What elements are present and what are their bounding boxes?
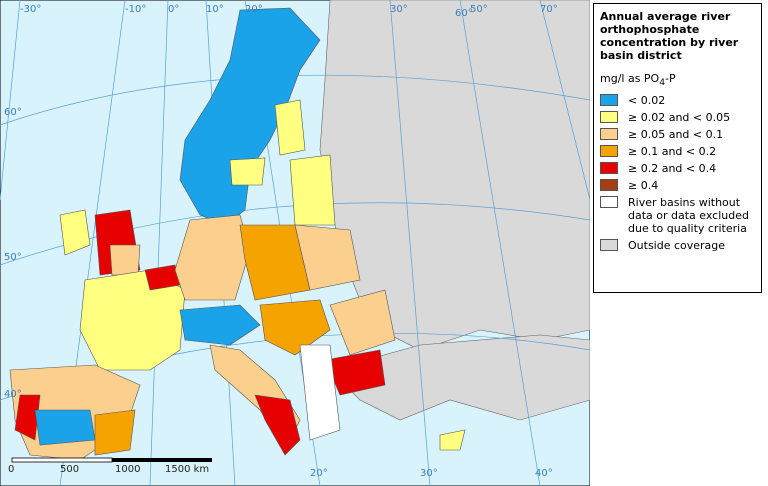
- graticule-label: 10°: [206, 4, 224, 15]
- legend-swatch: [600, 239, 618, 252]
- graticule-label: 30°: [420, 468, 438, 479]
- legend-label: ≥ 0.05 and < 0.1: [628, 128, 724, 142]
- graticule-label: 0°: [168, 4, 179, 15]
- legend: Annual average river orthophosphate conc…: [593, 3, 762, 293]
- legend-item: ≥ 0.02 and < 0.05: [600, 111, 755, 124]
- scale-label: 500: [60, 464, 79, 475]
- legend-swatch: [600, 128, 618, 141]
- legend-label: Outside coverage: [628, 239, 726, 253]
- scale-label: 1500 km: [165, 464, 209, 475]
- legend-item: < 0.02: [600, 94, 755, 107]
- scale-label: 1000: [115, 464, 140, 475]
- graticule-labels: -30° -10° 0° 10° 20° 30° 50°60° 70°60°50°40°20°…: [4, 4, 558, 479]
- unit-suffix: -P: [665, 72, 676, 85]
- graticule-label: 60°: [455, 8, 473, 19]
- graticule-label: 60°: [4, 107, 22, 118]
- legend-swatch: [600, 94, 618, 107]
- legend-item: ≥ 0.05 and < 0.1: [600, 128, 755, 141]
- legend-label: ≥ 0.02 and < 0.05: [628, 111, 731, 125]
- legend-item: ≥ 0.1 and < 0.2: [600, 145, 755, 158]
- legend-swatch: [600, 145, 618, 158]
- legend-title: Annual average river orthophosphate conc…: [600, 10, 739, 62]
- legend-label: River basins without data or data exclud…: [628, 196, 749, 236]
- legend-items: < 0.02 ≥ 0.02 and < 0.05 ≥ 0.05 and < 0.1 ≥…: [600, 94, 755, 252]
- graticule-label: 20°: [245, 4, 263, 15]
- unit-subscript: 4: [659, 77, 666, 89]
- graticule-label: 40°: [4, 389, 22, 400]
- graticule-label: 20°: [310, 468, 328, 479]
- legend-item: River basins without data or data exclud…: [600, 196, 755, 235]
- legend-label: ≥ 0.1 and < 0.2: [628, 145, 717, 159]
- unit-text: mg/l as PO: [600, 72, 660, 85]
- graticule-label: -10°: [125, 4, 146, 15]
- scale-bar: [11, 457, 212, 463]
- graticule-label: -30°: [20, 4, 41, 15]
- legend-swatch: [600, 111, 618, 124]
- legend-swatch: [600, 179, 618, 192]
- legend-unit: mg/l as PO4-P: [600, 72, 755, 88]
- legend-item: Outside coverage: [600, 239, 755, 252]
- legend-swatch: [600, 196, 618, 209]
- map: -30° -10° 0° 10° 20° 30° 50°60° 70°60°50°40°20°…: [0, 0, 590, 486]
- graticule-label: 30°: [390, 4, 408, 15]
- river-basins: [9, 7, 466, 461]
- scale-label: 0: [8, 464, 14, 475]
- graticule-label: 50°: [4, 252, 22, 263]
- legend-label: ≥ 0.4: [628, 179, 659, 193]
- legend-label: ≥ 0.2 and < 0.4: [628, 162, 717, 176]
- scale-labels: 0 500 1000 1500 km: [8, 464, 209, 475]
- legend-swatch: [600, 162, 618, 175]
- legend-item: ≥ 0.2 and < 0.4: [600, 162, 755, 175]
- graticule-label: 40°: [535, 468, 553, 479]
- legend-label: < 0.02: [628, 94, 666, 108]
- graticule-label: 70°: [540, 4, 558, 15]
- legend-item: ≥ 0.4: [600, 179, 755, 192]
- outside-land: [329, 334, 590, 421]
- graticule-label: 50°: [470, 4, 488, 15]
